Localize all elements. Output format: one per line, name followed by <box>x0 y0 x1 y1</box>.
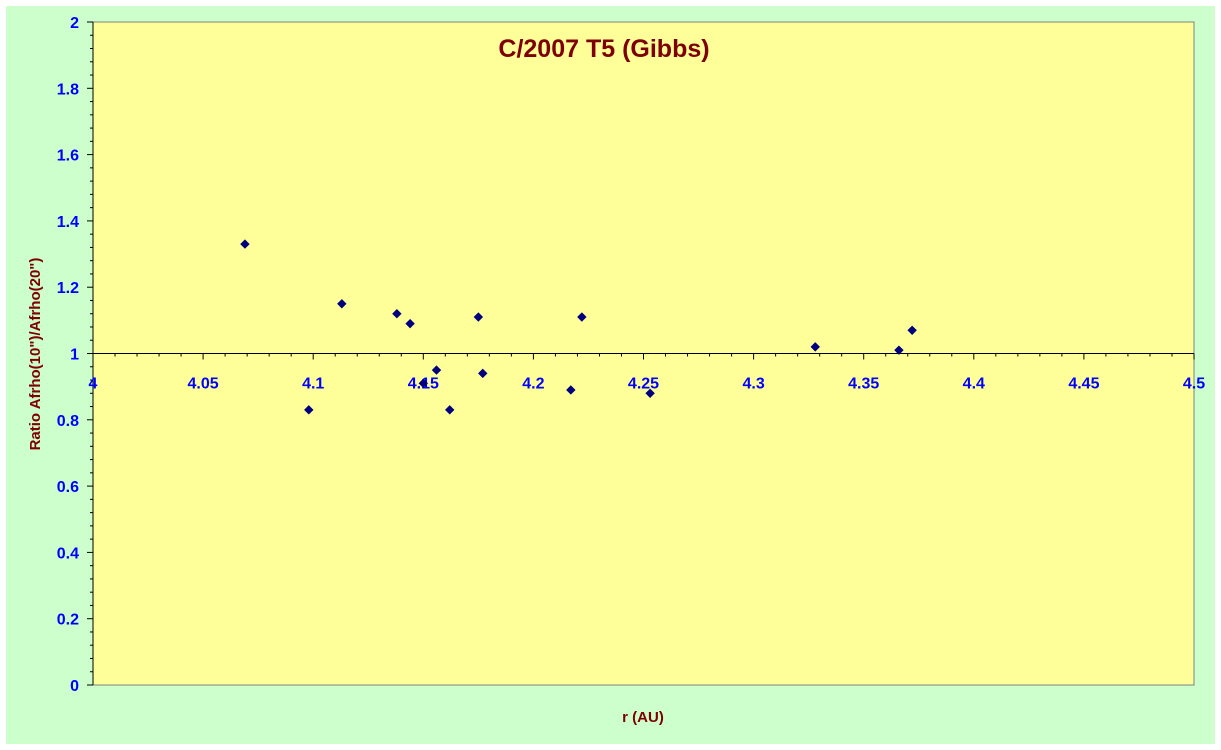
x-tick-label: 4.05 <box>188 376 219 393</box>
y-tick-label: 1 <box>70 347 79 364</box>
x-tick-label: 4.3 <box>742 376 764 393</box>
y-tick-label: 0.4 <box>57 545 79 562</box>
y-tick-label: 0.6 <box>57 479 79 496</box>
y-tick-label: 0.8 <box>57 413 79 430</box>
data-point <box>445 405 455 415</box>
data-point <box>907 325 917 336</box>
y-tick-label: 1.8 <box>57 81 79 98</box>
x-axis-ticks: 44.054.14.154.24.254.34.354.44.454.5 <box>89 353 1205 393</box>
data-point <box>566 385 576 395</box>
x-tick-label: 4.25 <box>628 376 659 393</box>
data-point <box>337 299 347 309</box>
y-tick-label: 1.2 <box>57 280 79 297</box>
x-axis-label: r (AU) <box>622 709 664 726</box>
x-tick-label: 4.35 <box>848 376 879 393</box>
chart-title: C/2007 T5 (Gibbs) <box>498 35 709 63</box>
x-tick-label: 4.5 <box>1183 376 1205 393</box>
data-point <box>418 378 429 389</box>
data-point <box>810 342 820 352</box>
y-axis-label: Ratio Afrho(10")/Afrho(20") <box>27 258 44 451</box>
y-tick-label: 1.4 <box>57 214 79 231</box>
x-tick-label: 4.45 <box>1068 376 1099 393</box>
data-point <box>473 312 484 322</box>
y-tick-label: 0 <box>70 678 79 695</box>
data-markers <box>240 239 917 415</box>
data-point <box>304 405 314 415</box>
y-axis-ticks: 0 0.2 0.4 0.6 0.8 1 1.2 1.4 1.6 1.8 2 <box>57 15 93 695</box>
data-point <box>392 309 402 319</box>
x-tick-label: 4.2 <box>522 376 544 393</box>
x-tick-label: 4 <box>89 376 98 393</box>
data-point <box>577 312 587 322</box>
y-tick-label: 2 <box>70 15 79 32</box>
data-point <box>405 318 415 329</box>
data-point <box>645 388 655 398</box>
data-point <box>240 239 250 249</box>
x-tick-label: 4.4 <box>963 376 985 393</box>
y-tick-label: 0.2 <box>57 612 79 629</box>
data-point <box>478 368 488 379</box>
x-tick-label: 4.1 <box>302 376 324 393</box>
data-point <box>431 365 442 375</box>
data-point <box>894 345 904 355</box>
y-tick-label: 1.6 <box>57 148 79 165</box>
